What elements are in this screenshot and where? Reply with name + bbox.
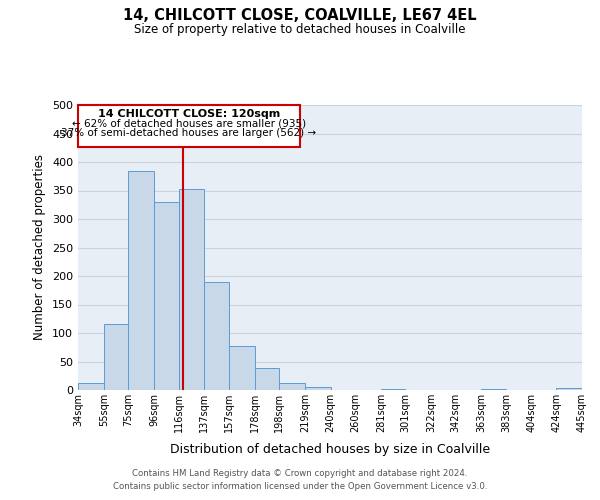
Bar	[556, 388, 582, 390]
Bar	[481, 389, 506, 390]
Bar	[279, 383, 305, 390]
Text: Contains HM Land Registry data © Crown copyright and database right 2024.: Contains HM Land Registry data © Crown c…	[132, 468, 468, 477]
Text: ← 62% of detached houses are smaller (935): ← 62% of detached houses are smaller (93…	[72, 119, 306, 129]
Text: Size of property relative to detached houses in Coalville: Size of property relative to detached ho…	[134, 22, 466, 36]
Bar	[104, 324, 128, 390]
Text: 14 CHILCOTT CLOSE: 120sqm: 14 CHILCOTT CLOSE: 120sqm	[98, 109, 280, 119]
Bar	[305, 386, 331, 390]
Bar	[179, 189, 205, 390]
Y-axis label: Number of detached properties: Number of detached properties	[34, 154, 46, 340]
Bar	[229, 346, 254, 390]
Bar	[254, 368, 279, 390]
Bar	[128, 170, 154, 390]
Bar	[78, 383, 104, 390]
Bar	[154, 202, 179, 390]
Text: 37% of semi-detached houses are larger (562) →: 37% of semi-detached houses are larger (…	[61, 128, 317, 138]
Text: Contains public sector information licensed under the Open Government Licence v3: Contains public sector information licen…	[113, 482, 487, 491]
X-axis label: Distribution of detached houses by size in Coalville: Distribution of detached houses by size …	[170, 444, 490, 456]
Text: 14, CHILCOTT CLOSE, COALVILLE, LE67 4EL: 14, CHILCOTT CLOSE, COALVILLE, LE67 4EL	[123, 8, 477, 22]
Bar	[205, 282, 229, 390]
